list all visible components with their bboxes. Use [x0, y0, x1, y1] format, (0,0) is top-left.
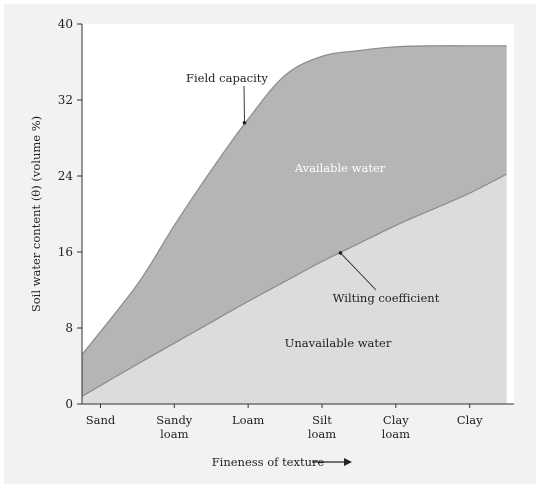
x-category-label: Clay [457, 413, 483, 427]
x-axis-categories: Sand Sandy loam Loam Silt loam Clay loam Clay [86, 404, 483, 441]
wilting-coefficient-leader [340, 252, 377, 291]
field-capacity-label: Field capacity [186, 71, 268, 85]
x-axis-title: Fineness of texture [212, 455, 325, 469]
available-water-region [82, 45, 507, 397]
wilting-coefficient-curve [81, 173, 507, 397]
y-axis-title: Soil water content (θ) (volume %) [29, 116, 43, 312]
y-tick-label: 16 [58, 245, 73, 259]
x-category-label: Silt loam [308, 413, 336, 441]
y-tick-label: 0 [65, 397, 73, 411]
x-category-label: Loam [232, 413, 264, 427]
y-tick-label: 32 [58, 93, 73, 107]
x-category-label: Sand [86, 413, 116, 427]
y-tick-label: 40 [58, 17, 73, 31]
unavailable-water-label: Unavailable water [285, 336, 392, 350]
x-category-label: Clay loam [382, 413, 410, 441]
x-axis-title-arrow [312, 458, 352, 466]
unavailable-water-region [82, 174, 507, 404]
field-capacity-curve [81, 45, 507, 355]
field-capacity-marker [242, 121, 247, 125]
wilting-coefficient-marker [338, 251, 343, 255]
y-tick-label: 8 [65, 321, 73, 335]
x-category-label: Sandy loam [156, 413, 193, 441]
wilting-coefficient-label: Wilting coefficient [333, 291, 440, 305]
y-tick-label: 24 [58, 169, 74, 183]
available-water-label: Available water [294, 161, 386, 175]
y-axis-ticks: 0 8 16 24 32 40 [58, 17, 82, 411]
